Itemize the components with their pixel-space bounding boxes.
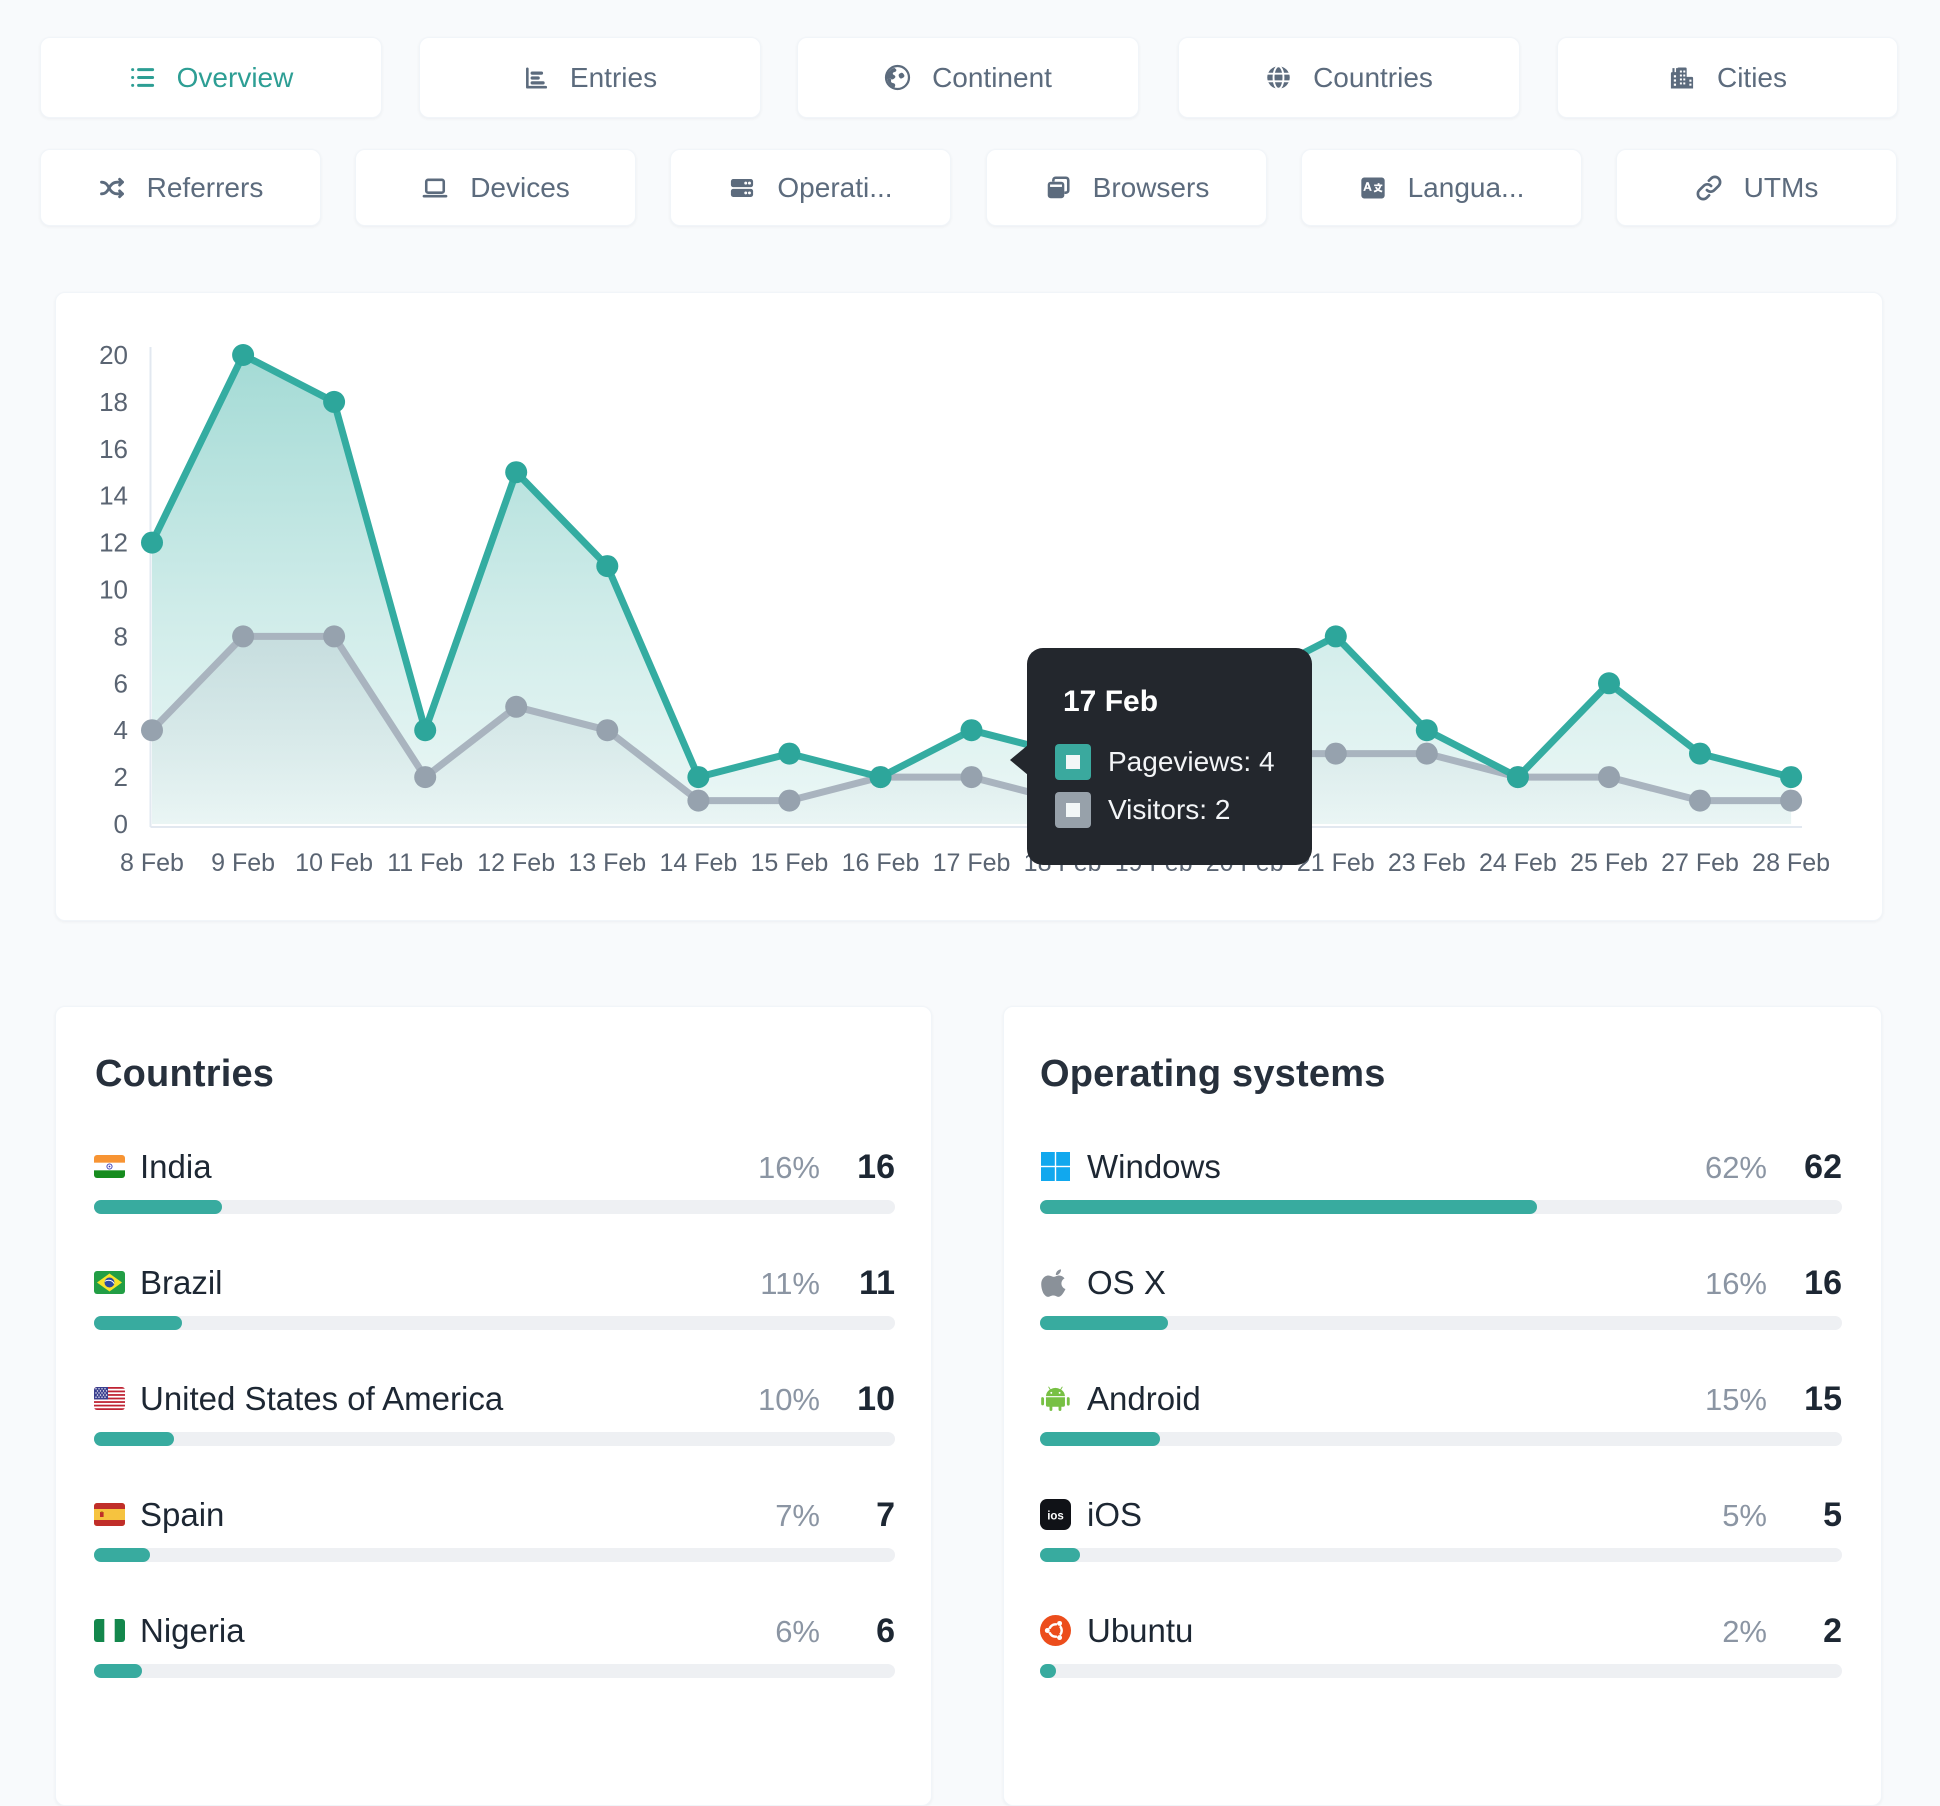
svg-text:10 Feb: 10 Feb	[295, 849, 373, 877]
svg-text:8: 8	[114, 621, 128, 651]
svg-text:20: 20	[99, 340, 128, 370]
svg-text:2: 2	[114, 762, 128, 792]
svg-text:15 Feb: 15 Feb	[750, 849, 828, 877]
svg-text:23 Feb: 23 Feb	[1388, 849, 1466, 877]
svg-text:14: 14	[99, 481, 128, 511]
svg-text:12 Feb: 12 Feb	[477, 849, 555, 877]
svg-text:27 Feb: 27 Feb	[1661, 849, 1739, 877]
svg-text:11 Feb: 11 Feb	[387, 849, 463, 877]
svg-text:6: 6	[114, 668, 128, 698]
svg-text:4: 4	[114, 715, 128, 745]
svg-text:18: 18	[99, 387, 128, 417]
svg-text:8 Feb: 8 Feb	[120, 849, 184, 877]
svg-text:25 Feb: 25 Feb	[1570, 849, 1648, 877]
svg-text:ios: ios	[1047, 1511, 1064, 1523]
svg-text:16: 16	[99, 434, 128, 464]
svg-text:10: 10	[99, 575, 128, 605]
svg-text:17 Feb: 17 Feb	[933, 849, 1011, 877]
svg-text:13 Feb: 13 Feb	[568, 849, 646, 877]
svg-text:9 Feb: 9 Feb	[211, 849, 275, 877]
svg-text:0: 0	[114, 809, 128, 839]
svg-text:24 Feb: 24 Feb	[1479, 849, 1557, 877]
svg-text:16 Feb: 16 Feb	[842, 849, 920, 877]
svg-text:14 Feb: 14 Feb	[659, 849, 737, 877]
svg-text:12: 12	[99, 528, 128, 558]
svg-text:28 Feb: 28 Feb	[1752, 849, 1830, 877]
